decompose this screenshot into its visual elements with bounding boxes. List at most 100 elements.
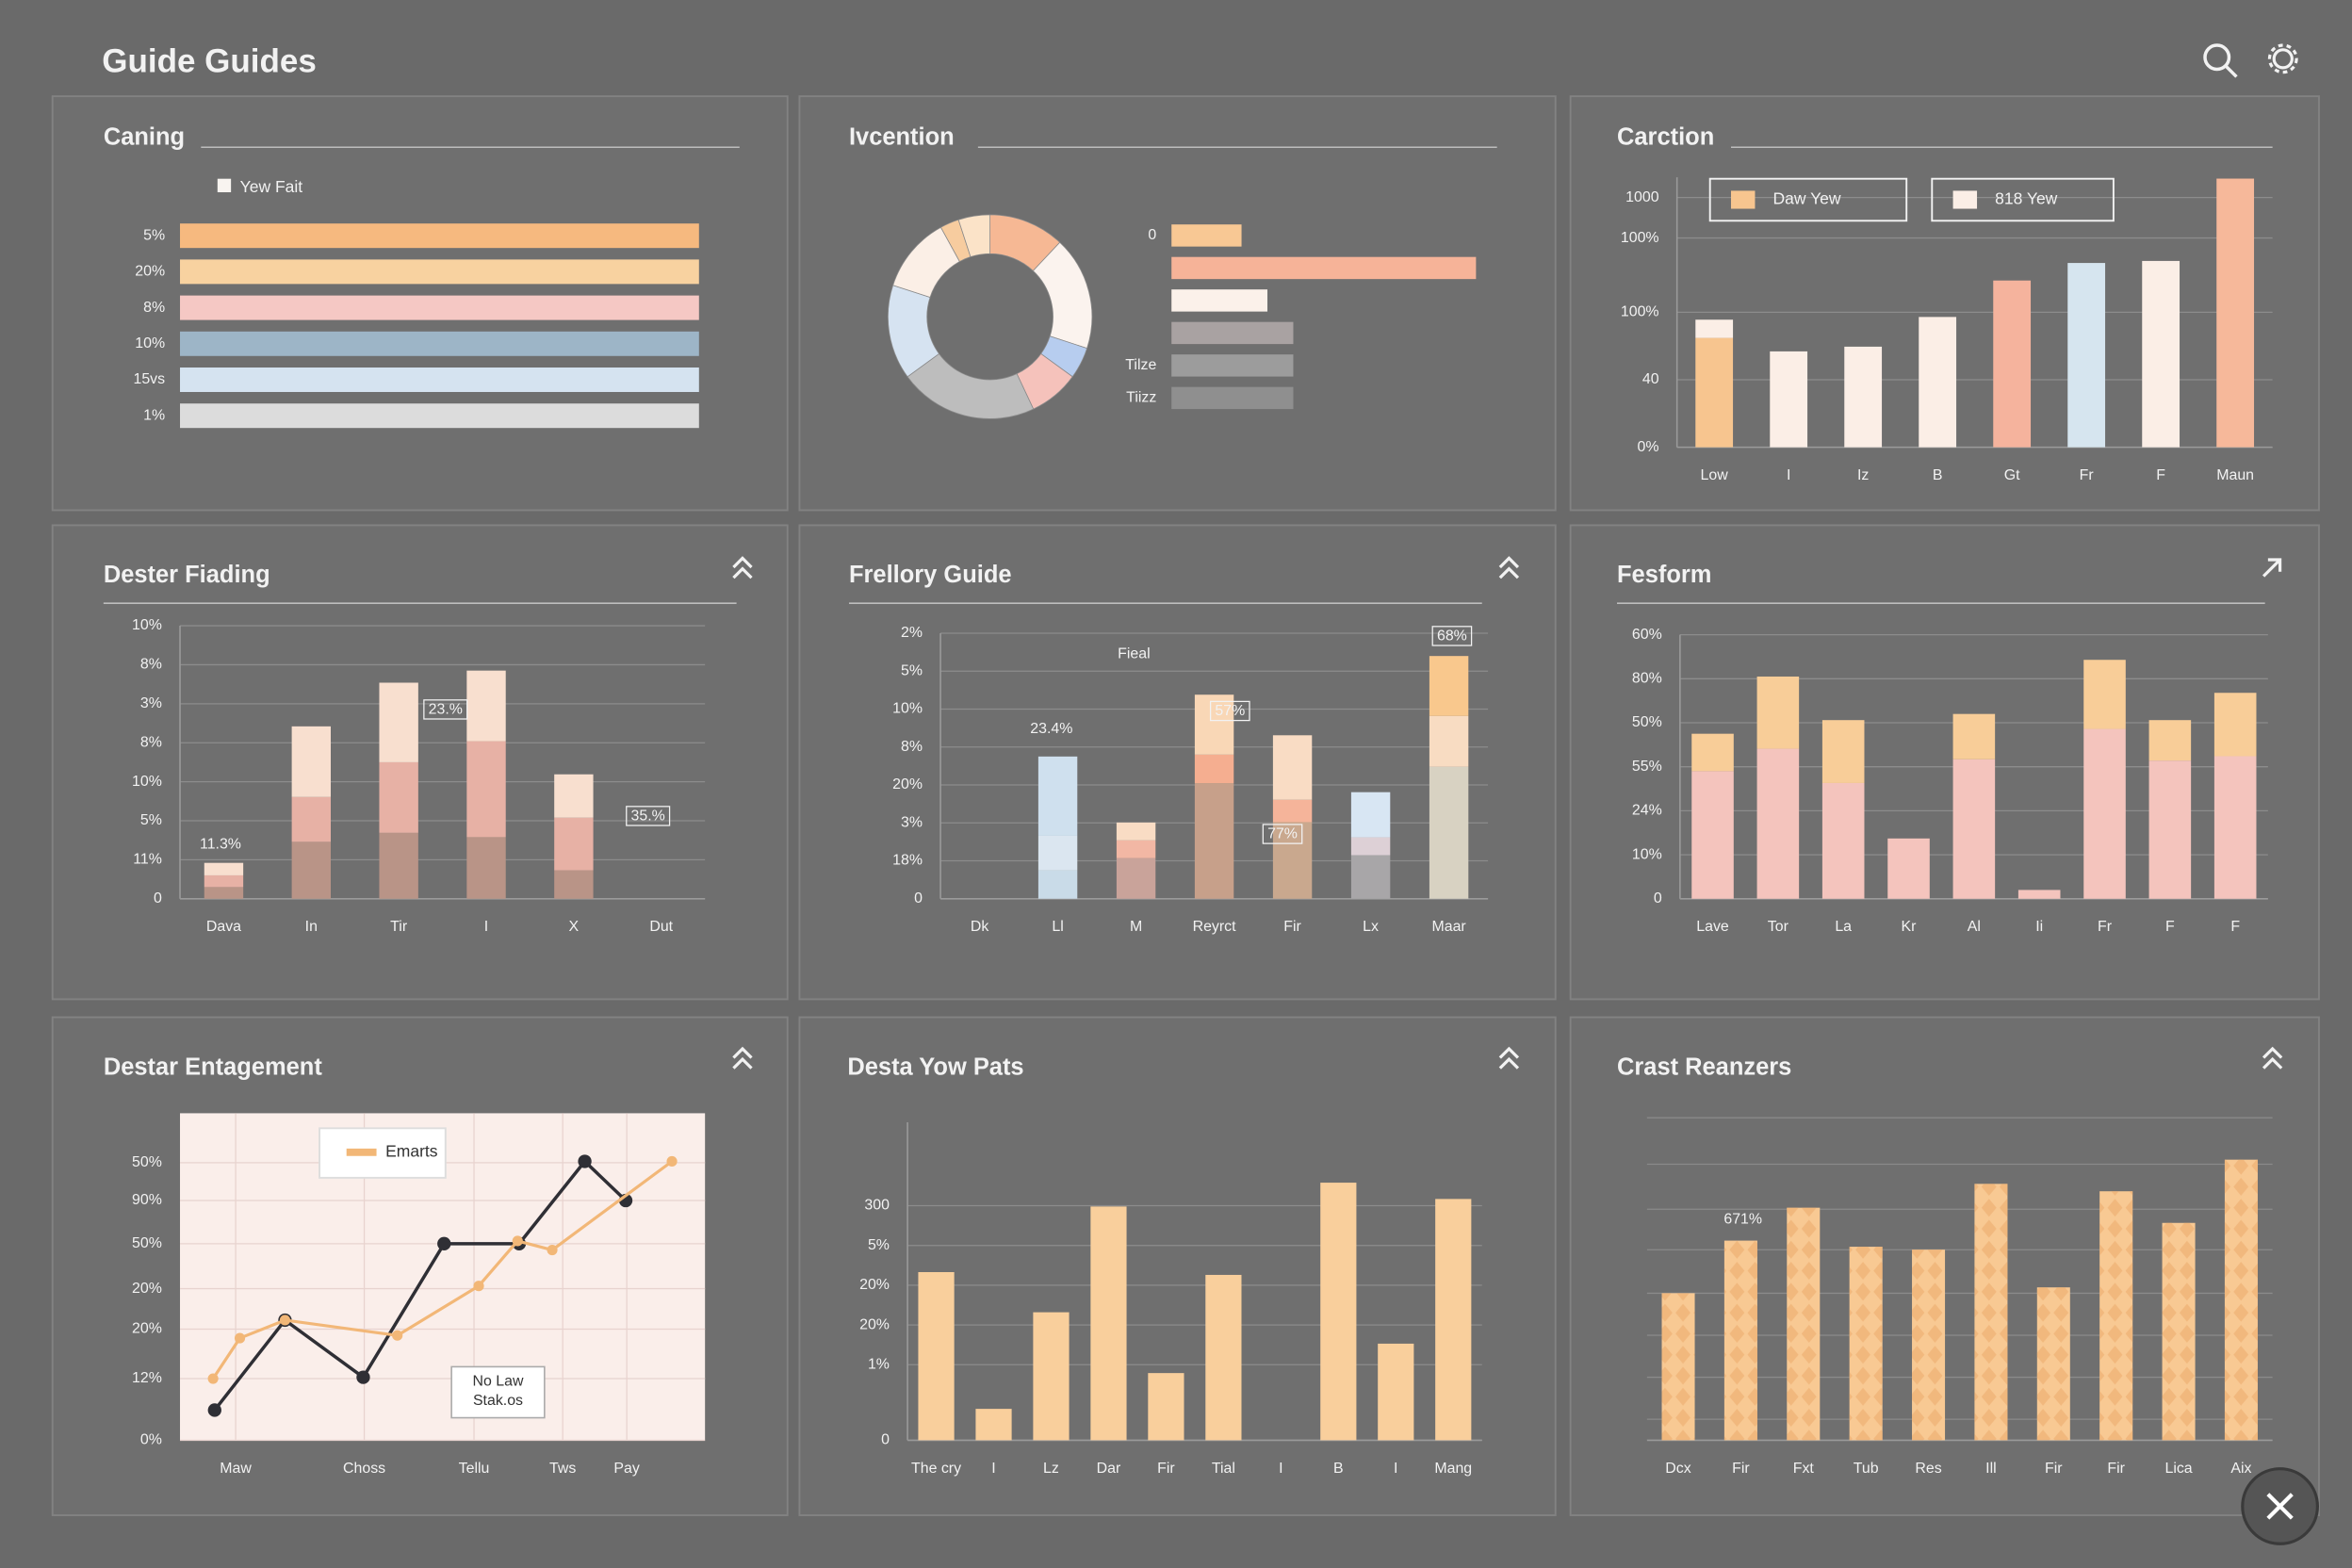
bar [1272, 799, 1313, 823]
bar [379, 832, 418, 899]
y-tick-label: Tilze [1125, 357, 1156, 373]
x-tick-label: Fr [2098, 919, 2113, 935]
x-tick-label: Tellu [459, 1461, 490, 1477]
x-tick-label: Dcx [1665, 1461, 1690, 1477]
y-tick-label: Tiizz [1126, 390, 1156, 406]
legend-label: 818 Yew [1995, 189, 2058, 208]
x-tick-label: Maar [1431, 919, 1466, 935]
y-tick-label: 0 [154, 890, 162, 906]
bar [1116, 858, 1156, 899]
panel-title: Ivcention [849, 123, 955, 150]
bar [1171, 224, 1242, 247]
y-tick-label: 5% [901, 662, 923, 678]
x-tick-label: In [305, 919, 318, 935]
search-button[interactable] [2203, 43, 2238, 78]
expand-button[interactable] [732, 556, 753, 580]
bar [291, 796, 331, 842]
annotation-box [1431, 626, 1473, 646]
x-tick-label: Iz [1857, 467, 1869, 483]
x-tick-label: I [1394, 1461, 1397, 1477]
x-tick-label: Al [1968, 919, 1981, 935]
bar [1194, 754, 1234, 784]
bar [1378, 1343, 1414, 1441]
bar [2142, 260, 2180, 448]
legend-swatch [1952, 190, 1978, 209]
bar [1429, 766, 1469, 899]
expand-button[interactable] [2262, 558, 2282, 578]
bar [1350, 792, 1391, 838]
bar [1116, 840, 1156, 858]
x-tick-label: Lx [1363, 919, 1379, 935]
point [437, 1236, 451, 1250]
annotation-box [1262, 824, 1303, 844]
x-tick-label: Reyrct [1193, 919, 1237, 935]
bar-pattern [2162, 1222, 2196, 1441]
annotation: 23.% [429, 701, 463, 717]
x-tick-label: Dava [206, 919, 241, 935]
y-tick-label: 2% [901, 625, 923, 641]
bar [2213, 693, 2257, 757]
bar-pattern [1974, 1184, 2008, 1441]
bar [2213, 756, 2257, 899]
x-tick-label: F [2230, 919, 2240, 935]
y-tick-label: 50% [132, 1154, 162, 1170]
y-tick-label: 20% [892, 776, 923, 792]
bar [1756, 676, 1800, 749]
annotation: 23.4% [1030, 721, 1072, 737]
bar [1037, 870, 1078, 899]
bar [1695, 337, 1734, 448]
bar [1821, 720, 1865, 783]
expand-icons [732, 556, 2283, 1070]
y-tick-label: 1% [868, 1356, 890, 1372]
expand-button[interactable] [1498, 1046, 1520, 1070]
point [666, 1155, 678, 1168]
panel-title: Caning [104, 123, 185, 150]
bar-pattern [1723, 1240, 1757, 1441]
expand-button[interactable] [1498, 556, 1520, 580]
bar [1919, 317, 1957, 448]
expand-button[interactable] [732, 1046, 753, 1070]
bar [1435, 1199, 1472, 1441]
bar [1350, 855, 1391, 899]
x-tick-label: Ill [1985, 1461, 1997, 1477]
bar [180, 368, 699, 392]
bar [1993, 280, 2032, 448]
x-tick-label: Kr [1902, 919, 1918, 935]
y-tick-label: 50% [1632, 714, 1662, 730]
bar [204, 862, 244, 875]
bar [466, 741, 506, 838]
x-tick-label: B [1333, 1461, 1344, 1477]
bar [2017, 890, 2061, 899]
note-text: No Law [473, 1374, 524, 1390]
bar [1037, 835, 1078, 871]
panel-title: Destar Entagement [104, 1054, 322, 1080]
bar [1272, 735, 1313, 800]
bar [554, 870, 594, 899]
annotation-box [423, 699, 468, 720]
x-tick-label: Tor [1768, 919, 1789, 935]
x-tick-label: Dk [971, 919, 988, 935]
y-tick-label: 20% [859, 1277, 890, 1293]
bar [1171, 321, 1294, 345]
y-tick-label: 60% [1632, 627, 1662, 643]
x-tick-label: F [2165, 919, 2175, 935]
bar [1770, 351, 1808, 448]
bar [1952, 759, 1996, 899]
bar [379, 682, 418, 762]
bar [466, 837, 506, 899]
close-button[interactable] [2241, 1467, 2319, 1545]
expand-button[interactable] [2262, 1046, 2283, 1070]
y-tick-label: 8% [143, 300, 165, 316]
bar [2148, 720, 2192, 761]
bar [1320, 1183, 1357, 1441]
bar [1272, 822, 1313, 899]
x-tick-label: Fir [1157, 1461, 1175, 1477]
x-tick-label: Fir [2045, 1461, 2063, 1477]
annotation: 68% [1437, 628, 1467, 644]
bar [204, 887, 244, 899]
y-tick-label: 100% [1621, 304, 1659, 320]
y-tick-label: 10% [892, 701, 923, 717]
settings-button[interactable] [2267, 43, 2298, 74]
annotation-box [1209, 700, 1250, 722]
